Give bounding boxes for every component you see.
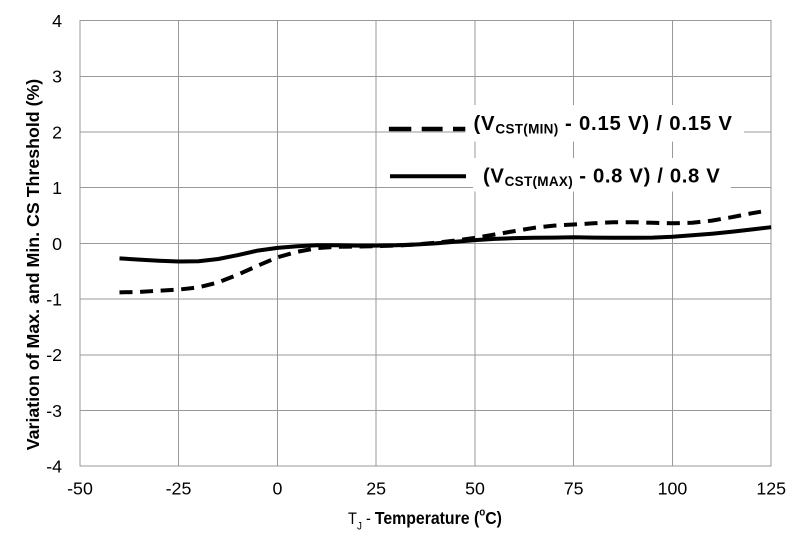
- svg-text:100: 100: [658, 479, 688, 499]
- svg-text:-1: -1: [46, 290, 62, 310]
- svg-text:75: 75: [564, 479, 584, 499]
- svg-text:25: 25: [366, 479, 386, 499]
- svg-text:-2: -2: [46, 345, 62, 365]
- svg-text:1: 1: [52, 178, 62, 198]
- svg-text:3: 3: [52, 67, 62, 87]
- svg-text:-25: -25: [166, 479, 192, 499]
- svg-text:-50: -50: [67, 479, 93, 499]
- svg-text:TJ - Temperature (oC): TJ - Temperature (oC): [348, 507, 502, 533]
- svg-text:-3: -3: [46, 401, 62, 421]
- svg-text:50: 50: [465, 479, 485, 499]
- svg-text:4: 4: [52, 11, 62, 31]
- svg-text:-4: -4: [46, 457, 62, 477]
- svg-text:0: 0: [273, 479, 283, 499]
- svg-text:2: 2: [52, 122, 62, 142]
- svg-text:Variation of Max. and Min. CS: Variation of Max. and Min. CS Threshold …: [23, 79, 43, 451]
- svg-text:0: 0: [52, 234, 62, 254]
- svg-text:125: 125: [756, 479, 786, 499]
